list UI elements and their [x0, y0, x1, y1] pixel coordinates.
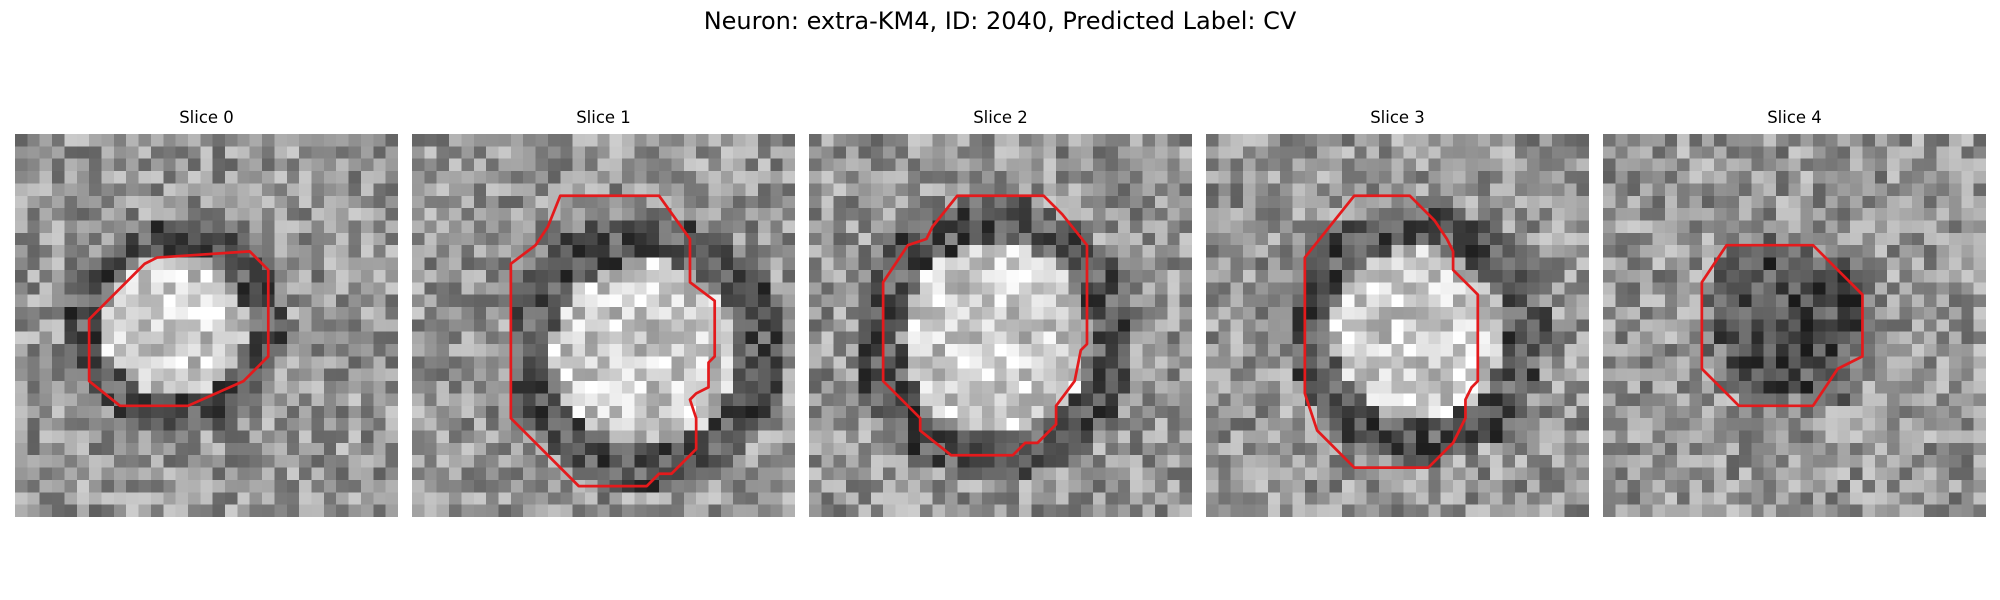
slice-panel-0: Slice 0 — [15, 108, 398, 517]
slice-title: Slice 0 — [179, 108, 234, 127]
slice-panel-2: Slice 2 — [809, 108, 1192, 517]
predicted-contour — [87, 250, 270, 408]
predicted-contour — [1700, 243, 1864, 408]
slice-title: Slice 1 — [576, 108, 631, 127]
predicted-contour — [509, 194, 717, 488]
slice-title: Slice 4 — [1767, 108, 1822, 127]
contour-overlay — [1700, 243, 1864, 408]
slice-title: Slice 2 — [973, 108, 1028, 127]
slice-image — [15, 134, 398, 517]
predicted-contour — [1303, 194, 1480, 469]
figure-title: Neuron: extra-KM4, ID: 2040, Predicted L… — [703, 7, 1297, 35]
slice-title: Slice 3 — [1370, 108, 1425, 127]
slice-image — [1603, 134, 1986, 517]
contour-overlay — [1303, 194, 1480, 469]
slice-panel-4: Slice 4 — [1603, 108, 1986, 517]
slice-panel-1: Slice 1 — [412, 108, 795, 517]
slice-image — [412, 134, 795, 517]
contour-overlay — [881, 194, 1089, 457]
slice-panel-3: Slice 3 — [1206, 108, 1589, 517]
contour-overlay — [87, 250, 270, 408]
predicted-contour — [881, 194, 1089, 457]
slice-image — [809, 134, 1192, 517]
slice-image — [1206, 134, 1589, 517]
contour-overlay — [509, 194, 717, 488]
